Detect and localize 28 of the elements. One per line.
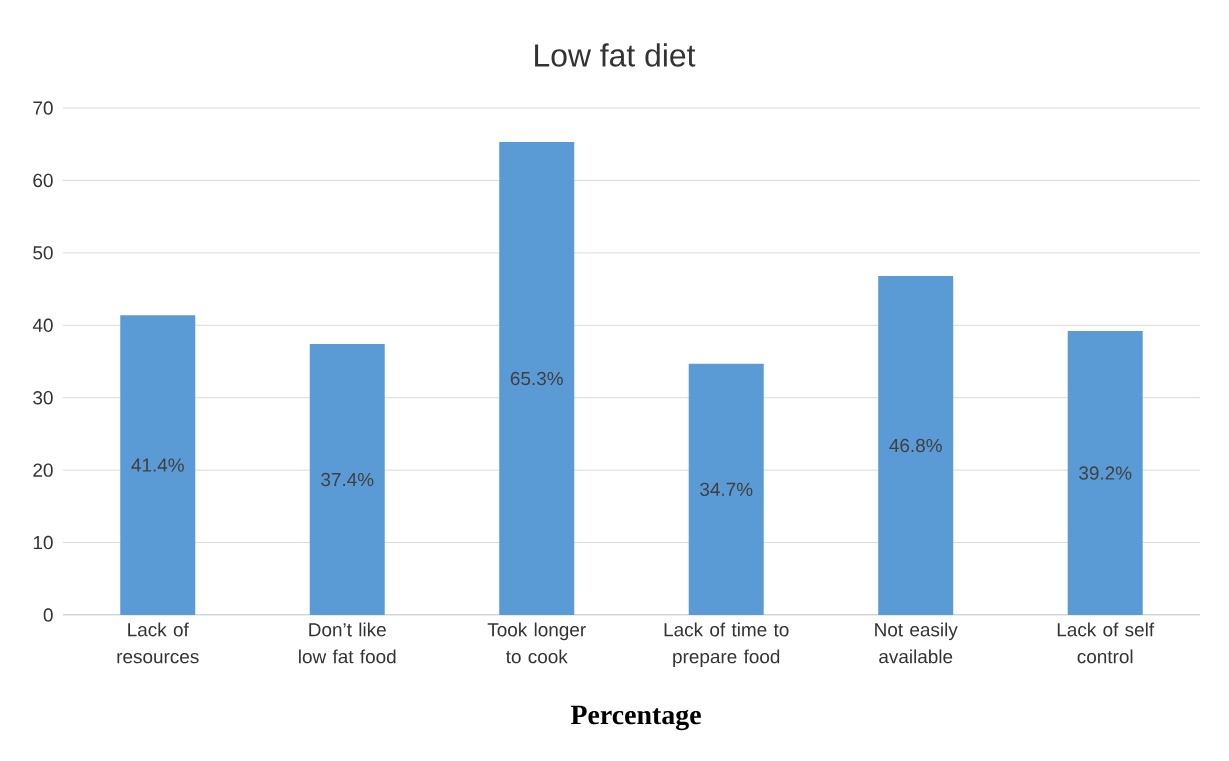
data-label: 65.3% (510, 371, 563, 386)
y-tick-label: 0 (43, 608, 53, 622)
y-tick-label: 20 (33, 463, 53, 477)
x-tick-label: Don’t like low fat food (299, 622, 396, 664)
y-tick-label: 60 (33, 173, 53, 188)
bar (120, 315, 196, 615)
bar (499, 142, 575, 615)
bar (688, 363, 764, 615)
y-tick-label: 30 (33, 391, 53, 405)
x-tick-label: Lack of self control (1057, 622, 1155, 664)
bar (309, 344, 385, 615)
bar (878, 276, 954, 615)
y-tick-label: 70 (33, 101, 53, 115)
data-label: 39.2% (1079, 466, 1132, 480)
x-tick-label: Took longer to cook (487, 622, 586, 664)
data-label: 34.7% (700, 482, 753, 497)
chart-title: Low fat diet (535, 43, 696, 67)
x-tick-label: Lack of resources (117, 622, 199, 664)
y-tick-label: 10 (33, 535, 53, 550)
x-tick-label: Not easily available (875, 622, 958, 664)
data-label: 46.8% (889, 438, 942, 453)
y-tick-label: 50 (33, 246, 53, 260)
x-tick-label: Lack of time to prepare food (664, 622, 789, 668)
x-axis-title: Percentage (570, 705, 701, 731)
bar (1067, 331, 1143, 615)
data-label: 37.4% (321, 472, 374, 487)
data-label: 41.4% (131, 458, 184, 472)
y-tick-label: 40 (32, 318, 53, 332)
